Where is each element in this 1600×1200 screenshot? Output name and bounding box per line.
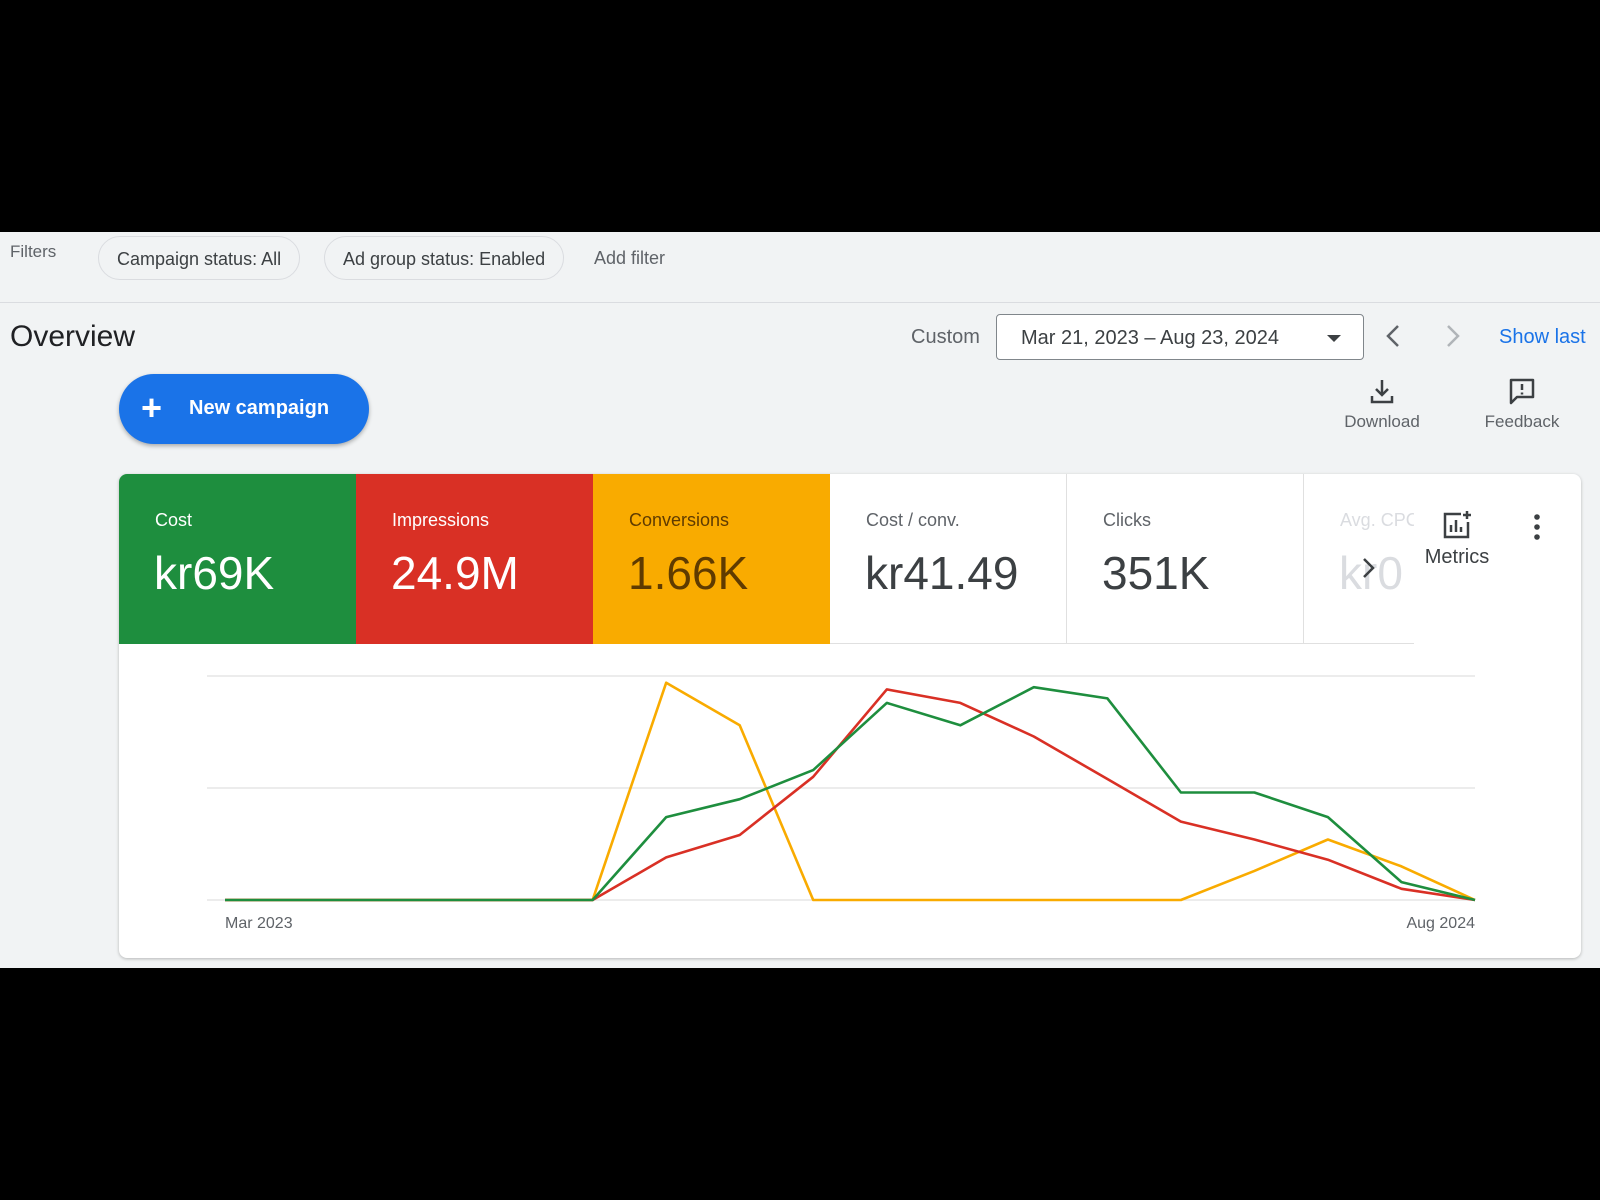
filters-label: Filters — [10, 242, 57, 261]
plus-icon: + — [141, 387, 163, 428]
metrics-label: Metrics — [1424, 546, 1490, 568]
metric-tile-impressions[interactable]: Impressions 24.9M — [356, 474, 593, 644]
date-range-select[interactable]: Mar 21, 2023 – Aug 23, 2024 — [996, 314, 1364, 360]
ads-overview-screen: Filters Campaign status: All Ad group st… — [0, 232, 1600, 968]
show-last-link[interactable]: Show last — [1499, 326, 1586, 348]
metric-value: kr41.49 — [865, 547, 1019, 599]
add-chart-icon — [1443, 511, 1471, 539]
filters-bar: Filters Campaign status: All Ad group st… — [0, 232, 1600, 303]
x-tick-label: Mar 2023 — [225, 915, 293, 932]
next-period-button[interactable] — [1434, 318, 1470, 354]
metric-tile-clicks[interactable]: Clicks 351K — [1067, 474, 1304, 644]
metric-value: 1.66K — [628, 547, 749, 599]
add-filter-link[interactable]: Add filter — [594, 248, 666, 268]
performance-card: Cost kr69K Impressions 24.9M Conversions… — [119, 474, 1581, 958]
download-button[interactable]: Download — [1327, 376, 1437, 448]
feedback-icon — [1509, 378, 1535, 405]
chart-series — [225, 681, 1476, 902]
new-campaign-button[interactable]: + New campaign — [119, 374, 369, 444]
campaign-status-filter-chip[interactable]: Campaign status: All — [98, 236, 301, 280]
previous-period-button[interactable] — [1376, 318, 1412, 354]
scroll-metrics-right-button[interactable] — [1354, 554, 1382, 582]
metric-tile-avg-cpc[interactable]: Avg. CPC kr0 — [1304, 474, 1414, 644]
chevron-right-icon — [1363, 558, 1375, 578]
metrics-button[interactable]: Metrics — [1409, 510, 1505, 580]
chart-gridlines — [207, 675, 1475, 901]
metric-value: 351K — [1102, 547, 1210, 599]
chevron-down-icon — [1327, 335, 1341, 342]
series-line-cost — [225, 685, 1476, 902]
metric-label: Cost / conv. — [866, 510, 960, 530]
metric-label: Avg. CPC — [1340, 510, 1414, 530]
metric-tile-cost[interactable]: Cost kr69K — [119, 474, 356, 644]
chevron-left-icon — [1386, 325, 1399, 347]
metric-value: kr69K — [154, 547, 275, 599]
ad-group-status-filter-chip[interactable]: Ad group status: Enabled — [324, 236, 565, 280]
date-range-type-label: Custom — [911, 326, 980, 348]
page-title: Overview — [10, 320, 136, 353]
new-campaign-label: New campaign — [189, 397, 330, 419]
metric-label: Conversions — [629, 510, 730, 530]
series-line-conversions — [225, 681, 1476, 902]
feedback-button[interactable]: Feedback — [1467, 376, 1577, 448]
x-tick-label: Aug 2024 — [1406, 915, 1475, 932]
performance-line-chart: Mar 2023 Aug 2024 — [207, 675, 1476, 932]
date-range-value: Mar 21, 2023 – Aug 23, 2024 — [1021, 327, 1279, 349]
feedback-label: Feedback — [1484, 412, 1560, 431]
metric-label: Cost — [155, 510, 193, 530]
more-vert-icon — [1534, 514, 1540, 540]
chart-x-axis: Mar 2023 Aug 2024 — [225, 915, 1475, 932]
metric-label: Impressions — [392, 510, 490, 530]
chevron-right-icon — [1447, 325, 1460, 347]
series-line-impressions — [225, 688, 1476, 902]
download-label: Download — [1344, 412, 1420, 431]
metric-value: kr0 — [1339, 547, 1403, 599]
metric-value: 24.9M — [391, 547, 519, 599]
download-icon — [1370, 380, 1394, 404]
metric-tile-conversions[interactable]: Conversions 1.66K — [593, 474, 830, 644]
more-options-button[interactable] — [1525, 510, 1549, 544]
metric-tile-cost-per-conversion[interactable]: Cost / conv. kr41.49 — [830, 474, 1067, 644]
metric-label: Clicks — [1103, 510, 1151, 530]
